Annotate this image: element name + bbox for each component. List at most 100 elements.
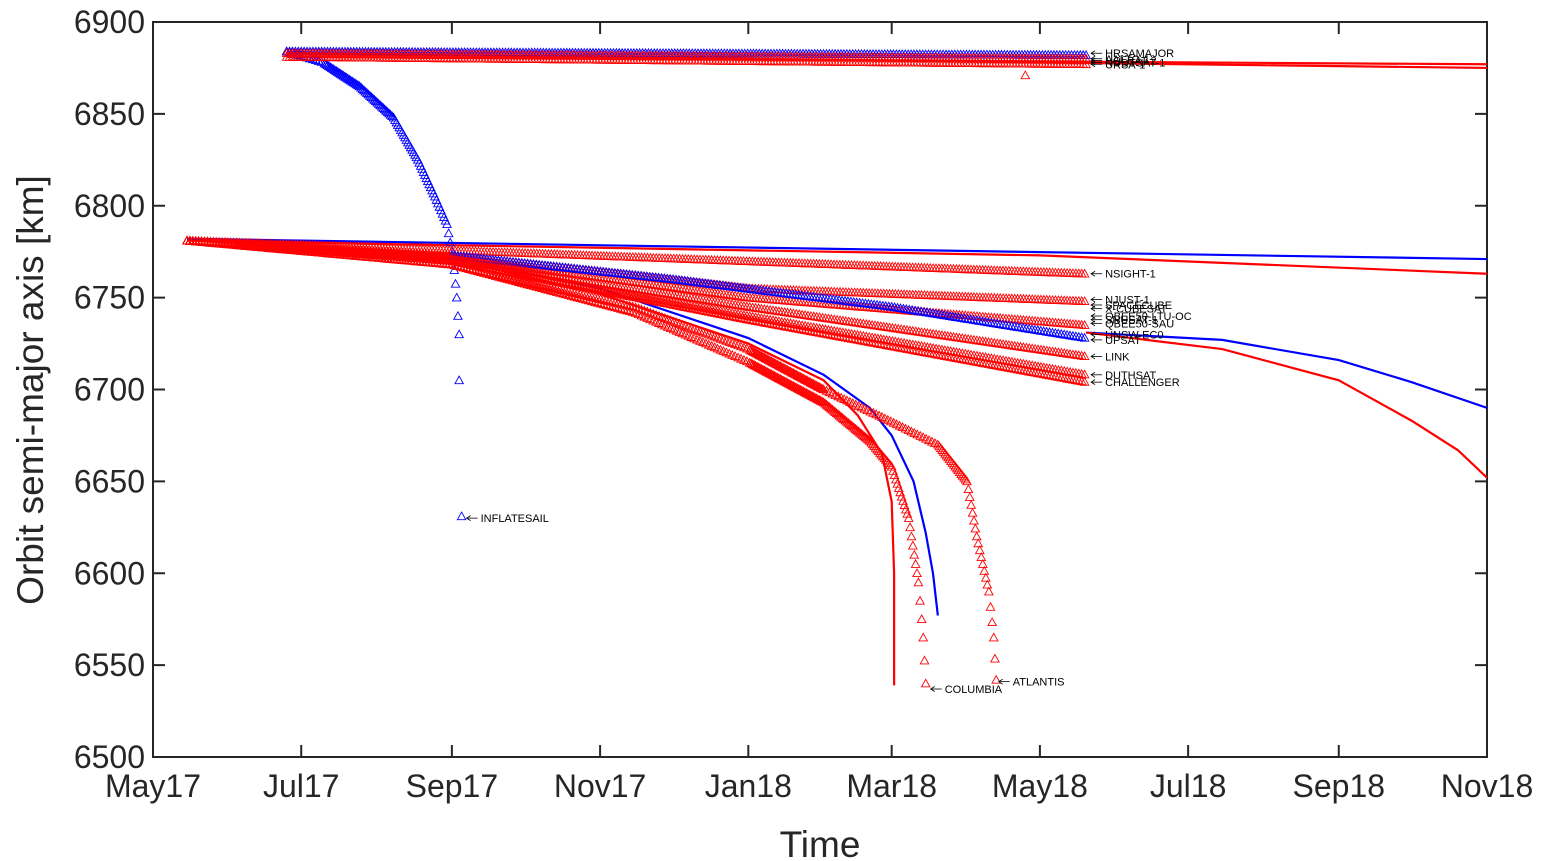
observation-marker xyxy=(584,282,595,292)
observation-marker xyxy=(651,316,662,326)
observation-marker xyxy=(464,263,475,273)
observation-marker xyxy=(814,323,825,333)
observation-marker xyxy=(1056,328,1067,338)
x-tick-label: May17 xyxy=(105,768,201,804)
observation-marker xyxy=(733,340,744,350)
observation-marker xyxy=(867,337,878,347)
x-tick-label: Sep18 xyxy=(1293,768,1386,804)
observation-marker xyxy=(1012,357,1023,367)
observation-marker xyxy=(712,332,723,342)
observation-marker xyxy=(616,298,626,308)
observation-marker xyxy=(522,270,533,280)
observation-marker xyxy=(832,330,843,340)
observation-marker xyxy=(627,301,638,311)
observation-marker xyxy=(581,290,591,300)
observation-marker xyxy=(878,334,889,344)
observation-marker xyxy=(987,617,998,627)
observation-marker xyxy=(980,352,991,362)
observation-marker xyxy=(811,327,822,337)
observation-marker xyxy=(695,326,705,336)
observation-marker xyxy=(785,318,796,328)
x-tick-label: Jul17 xyxy=(263,768,340,804)
label-arrowhead xyxy=(1090,61,1096,68)
observation-marker xyxy=(779,317,790,327)
observation-marker xyxy=(1038,369,1049,379)
observation-marker xyxy=(864,336,875,346)
label-arrowhead xyxy=(1090,379,1096,385)
observation-marker xyxy=(977,558,988,568)
observation-marker xyxy=(549,270,560,280)
observation-marker xyxy=(905,522,916,532)
observation-marker xyxy=(531,279,542,288)
label-arrowhead xyxy=(1090,296,1096,303)
observation-marker xyxy=(960,348,971,358)
observation-marker xyxy=(613,288,624,298)
observation-marker xyxy=(765,314,776,324)
observation-marker xyxy=(820,324,831,334)
observation-marker xyxy=(788,322,799,332)
observation-marker xyxy=(648,315,659,325)
observation-marker xyxy=(991,318,1002,328)
satellite-name: X-CUBESAT xyxy=(1105,304,1167,316)
label-arrowhead xyxy=(1090,353,1096,360)
observation-marker xyxy=(674,300,685,310)
observation-marker xyxy=(534,279,545,289)
observation-marker xyxy=(668,316,679,326)
observation-marker xyxy=(785,322,796,332)
observation-marker xyxy=(983,358,994,368)
observation-marker xyxy=(502,272,513,282)
observation-marker xyxy=(639,293,650,303)
observation-marker xyxy=(837,327,848,337)
observation-marker xyxy=(455,257,466,267)
observation-marker xyxy=(747,315,758,325)
observation-marker xyxy=(554,271,565,281)
observation-marker xyxy=(560,272,571,282)
observation-marker xyxy=(651,309,662,319)
observation-marker xyxy=(829,330,840,340)
observation-marker xyxy=(805,321,816,331)
observation-marker xyxy=(843,333,854,343)
observation-marker xyxy=(1079,319,1090,329)
observation-marker xyxy=(910,340,921,349)
observation-marker xyxy=(387,111,398,121)
observation-marker xyxy=(1012,364,1023,374)
satellite-name: NSIGHT-1 xyxy=(1105,269,1156,281)
observation-marker xyxy=(648,308,659,318)
observation-marker xyxy=(980,572,991,582)
observation-marker xyxy=(1021,323,1032,333)
observation-marker xyxy=(697,327,708,337)
observation-marker xyxy=(928,343,939,352)
observation-marker xyxy=(563,272,574,282)
observation-marker xyxy=(846,328,857,338)
observation-marker xyxy=(966,499,977,509)
observation-marker xyxy=(478,266,489,276)
observation-marker xyxy=(648,295,659,305)
observation-marker xyxy=(1073,375,1084,385)
x-tick-label: Nov17 xyxy=(554,768,647,804)
observation-marker xyxy=(456,511,467,521)
observation-marker xyxy=(461,262,472,272)
observation-marker xyxy=(913,340,924,350)
observation-marker xyxy=(913,577,924,587)
observation-marker xyxy=(956,312,967,322)
observation-marker xyxy=(800,325,811,334)
observation-marker xyxy=(768,315,779,325)
observation-marker xyxy=(575,274,586,284)
observation-marker xyxy=(968,314,979,324)
observation-marker xyxy=(671,317,682,327)
observation-marker xyxy=(458,258,469,268)
observation-marker xyxy=(733,300,744,309)
observation-marker xyxy=(794,323,805,333)
observation-marker xyxy=(971,350,982,360)
observation-marker xyxy=(481,267,492,277)
satellite-label: COLUMBIA xyxy=(929,684,1003,696)
observation-marker xyxy=(706,307,717,317)
observation-marker xyxy=(852,329,863,339)
observation-marker xyxy=(1044,327,1055,336)
label-arrowhead xyxy=(1090,50,1096,57)
observation-marker xyxy=(519,270,530,280)
label-arrowhead xyxy=(1090,331,1096,338)
observation-series xyxy=(182,235,1090,278)
